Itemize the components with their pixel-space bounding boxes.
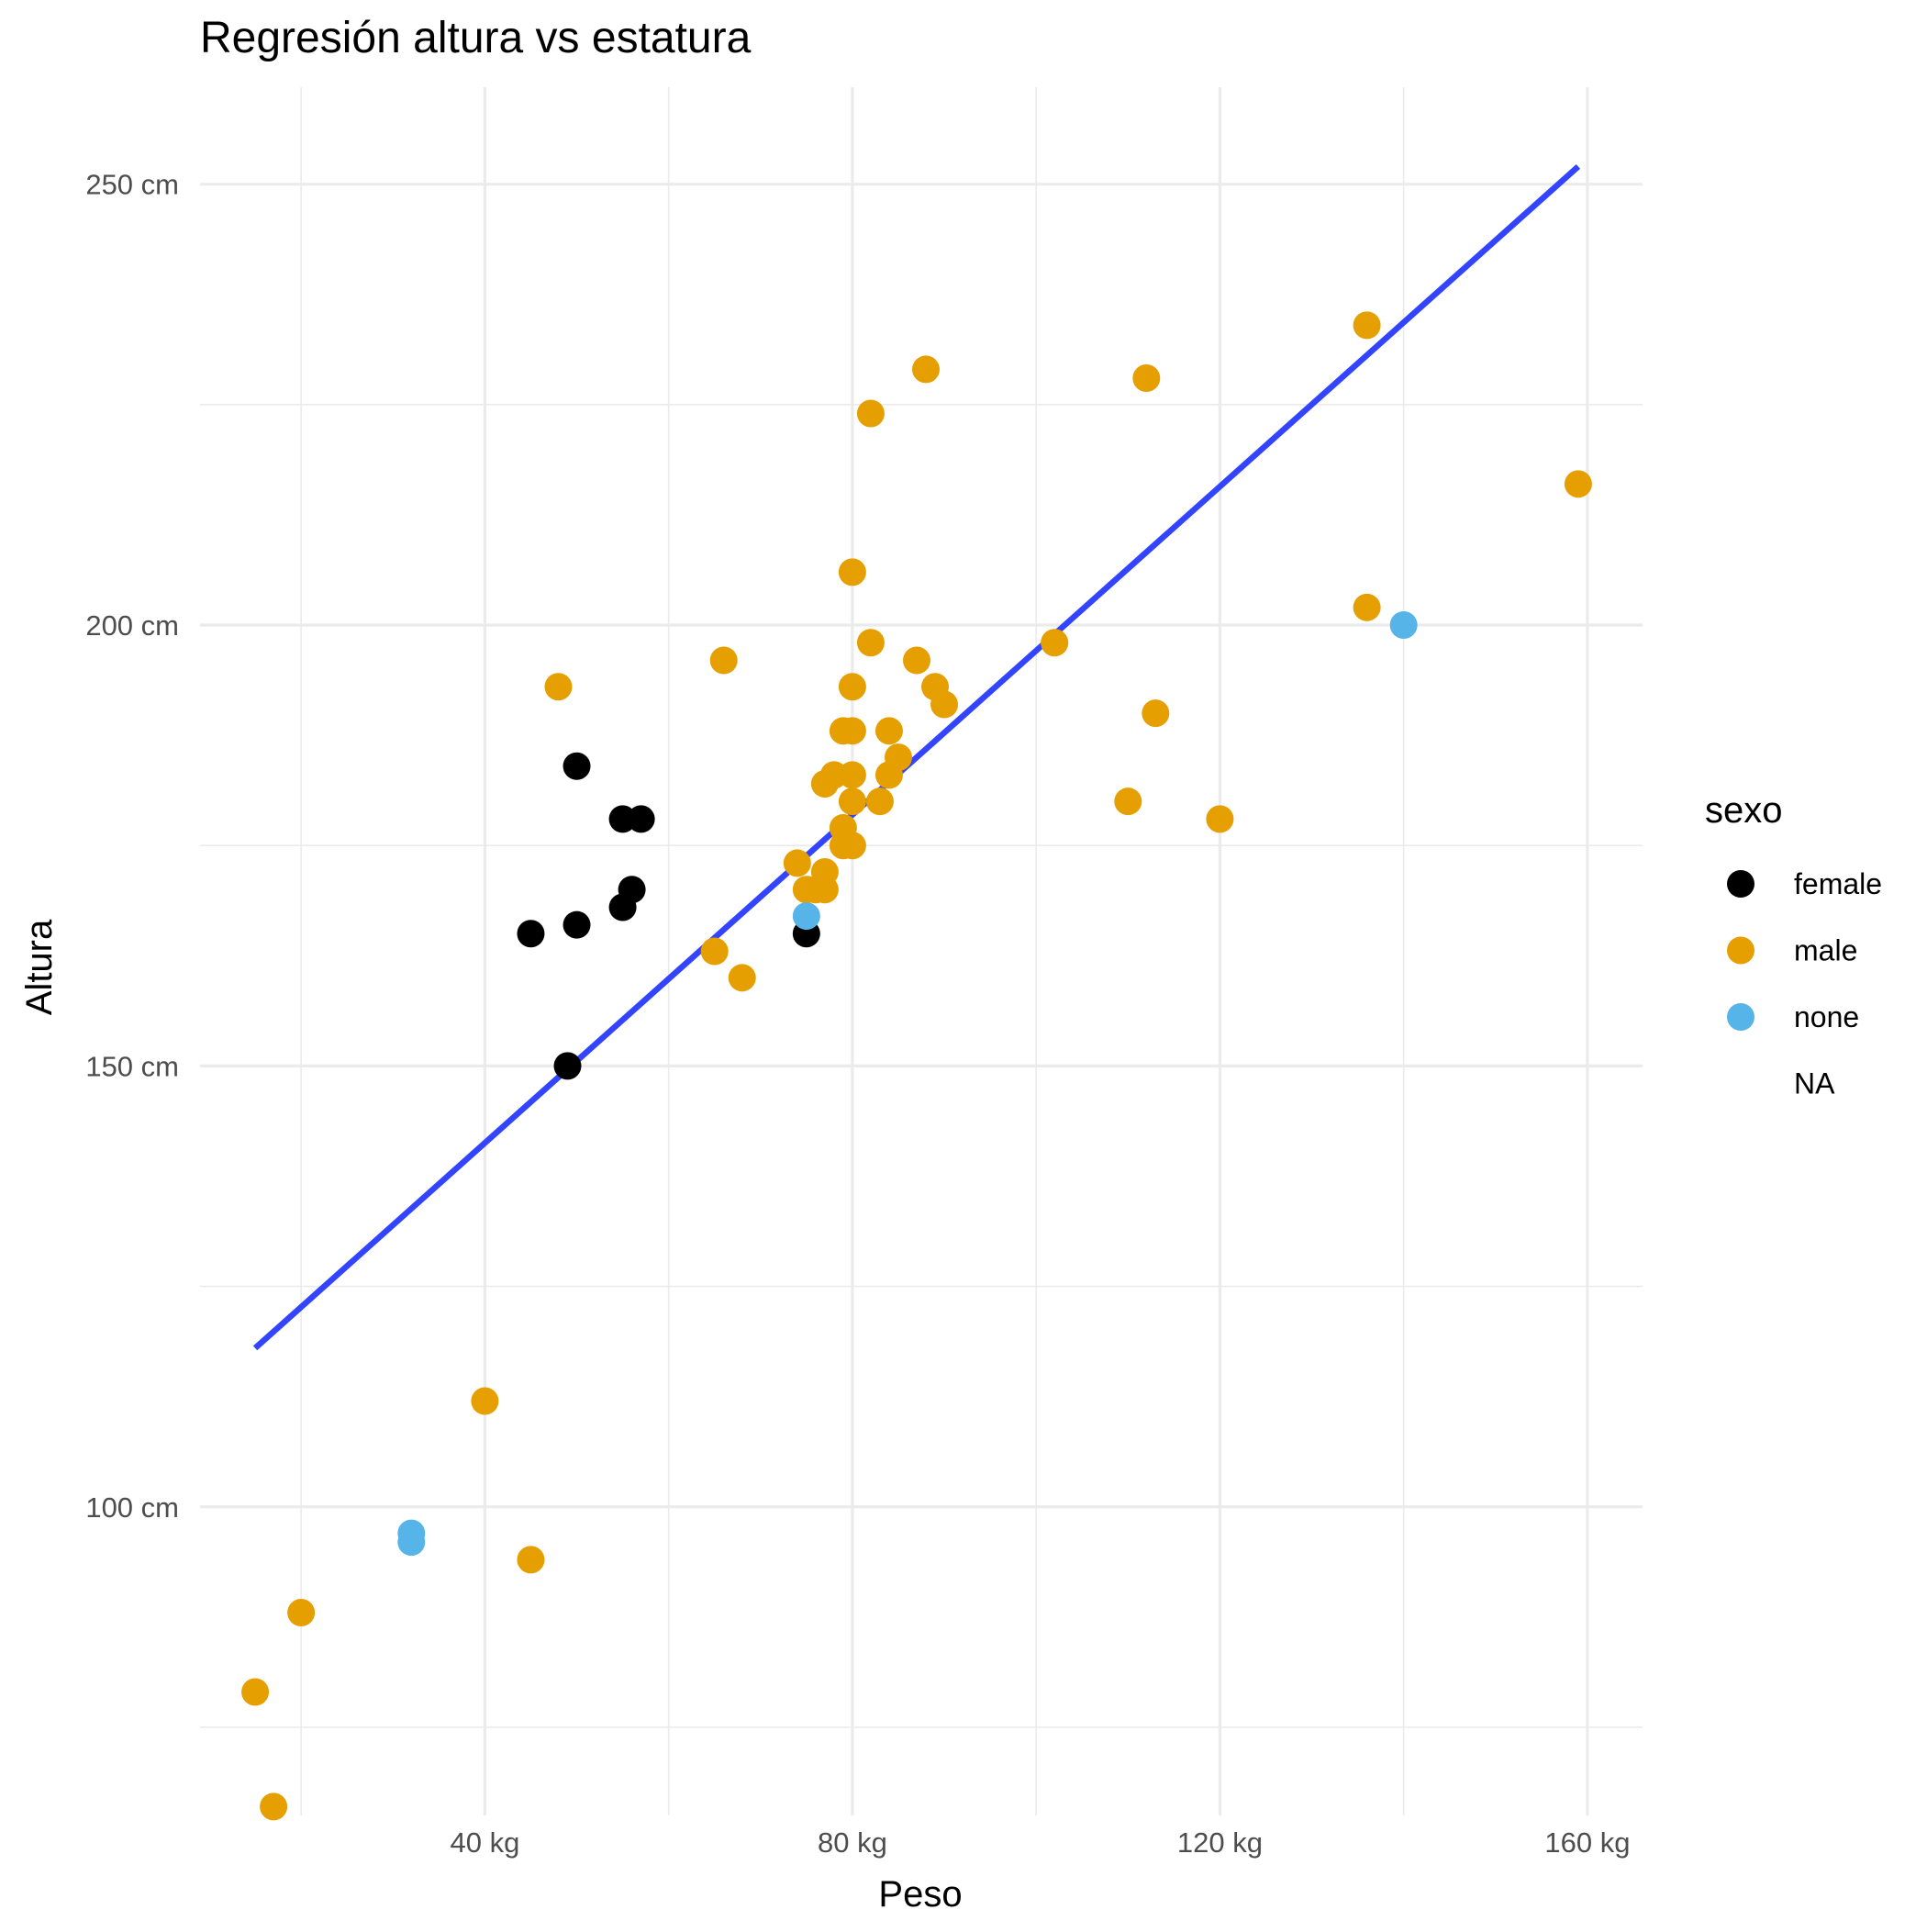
regression-line: [252, 164, 1581, 1351]
axis-tick-labels: 40 kg 80 kg 120 kg 160 kg 100 cm 150 cm 200 cm…: [85, 169, 1630, 1859]
data-point-male: [1353, 311, 1381, 340]
data-point-male: [517, 1546, 545, 1574]
data-point-male: [912, 355, 941, 384]
data-point-male: [902, 646, 930, 675]
legend-key-female: [1727, 870, 1754, 898]
legend-title: sexo: [1705, 790, 1783, 831]
x-tick-label: 40 kg: [450, 1826, 519, 1859]
data-point-female: [553, 1052, 582, 1080]
data-point-male: [709, 646, 738, 675]
x-tick-label: 80 kg: [818, 1826, 887, 1859]
data-points: [241, 311, 1592, 1821]
x-axis-label: Peso: [878, 1874, 962, 1915]
x-tick-label: 120 kg: [1177, 1826, 1263, 1859]
data-point-male: [544, 673, 573, 701]
data-point-male: [700, 937, 729, 966]
data-point-male: [260, 1792, 288, 1821]
data-point-male: [241, 1678, 270, 1706]
data-point-male: [1132, 364, 1161, 393]
data-point-male: [1353, 593, 1381, 621]
data-point-male: [838, 832, 866, 860]
data-point-none: [1389, 611, 1418, 640]
data-point-male: [865, 787, 894, 816]
legend-key-none: [1727, 1003, 1754, 1031]
y-tick-label: 200 cm: [85, 609, 179, 642]
data-point-none: [397, 1528, 426, 1557]
legend: sexo female male none NA: [1705, 790, 1882, 1100]
data-point-female: [517, 920, 545, 948]
data-point-male: [1041, 629, 1069, 657]
chart-title: Regresión altura vs estatura: [200, 14, 752, 62]
data-point-female: [618, 876, 646, 904]
data-point-male: [783, 849, 811, 877]
data-point-male: [1142, 699, 1170, 728]
data-point-male: [810, 858, 839, 887]
regression-line-group: [252, 164, 1581, 1351]
data-point-female: [563, 752, 591, 780]
data-point-male: [856, 399, 885, 428]
data-point-female: [563, 910, 591, 939]
data-point-male: [838, 761, 866, 789]
y-tick-label: 250 cm: [85, 169, 179, 201]
data-point-male: [856, 629, 885, 657]
data-point-male: [874, 717, 903, 745]
y-axis-label: Altura: [19, 919, 60, 1015]
data-point-male: [884, 743, 912, 772]
legend-label: female: [1794, 867, 1882, 900]
data-point-male: [838, 558, 866, 586]
data-point-none: [792, 902, 820, 931]
data-point-male: [930, 690, 959, 719]
data-point-male: [1564, 470, 1592, 498]
data-point-male: [838, 787, 866, 816]
y-tick-label: 100 cm: [85, 1491, 179, 1524]
y-tick-label: 150 cm: [85, 1050, 179, 1082]
data-point-male: [471, 1387, 499, 1415]
legend-key-male: [1727, 936, 1754, 965]
data-point-female: [627, 805, 655, 833]
legend-label: none: [1794, 1000, 1859, 1033]
data-point-male: [1114, 787, 1142, 816]
data-point-male: [838, 717, 866, 745]
grid-lines: [200, 87, 1643, 1815]
legend-label: male: [1794, 934, 1857, 967]
data-point-male: [838, 673, 866, 701]
x-tick-label: 160 kg: [1544, 1826, 1630, 1859]
data-point-male: [287, 1599, 316, 1627]
legend-label: NA: [1794, 1067, 1835, 1100]
data-point-male: [728, 964, 756, 992]
legend-items: female male none NA: [1727, 867, 1882, 1100]
data-point-male: [1206, 805, 1234, 833]
